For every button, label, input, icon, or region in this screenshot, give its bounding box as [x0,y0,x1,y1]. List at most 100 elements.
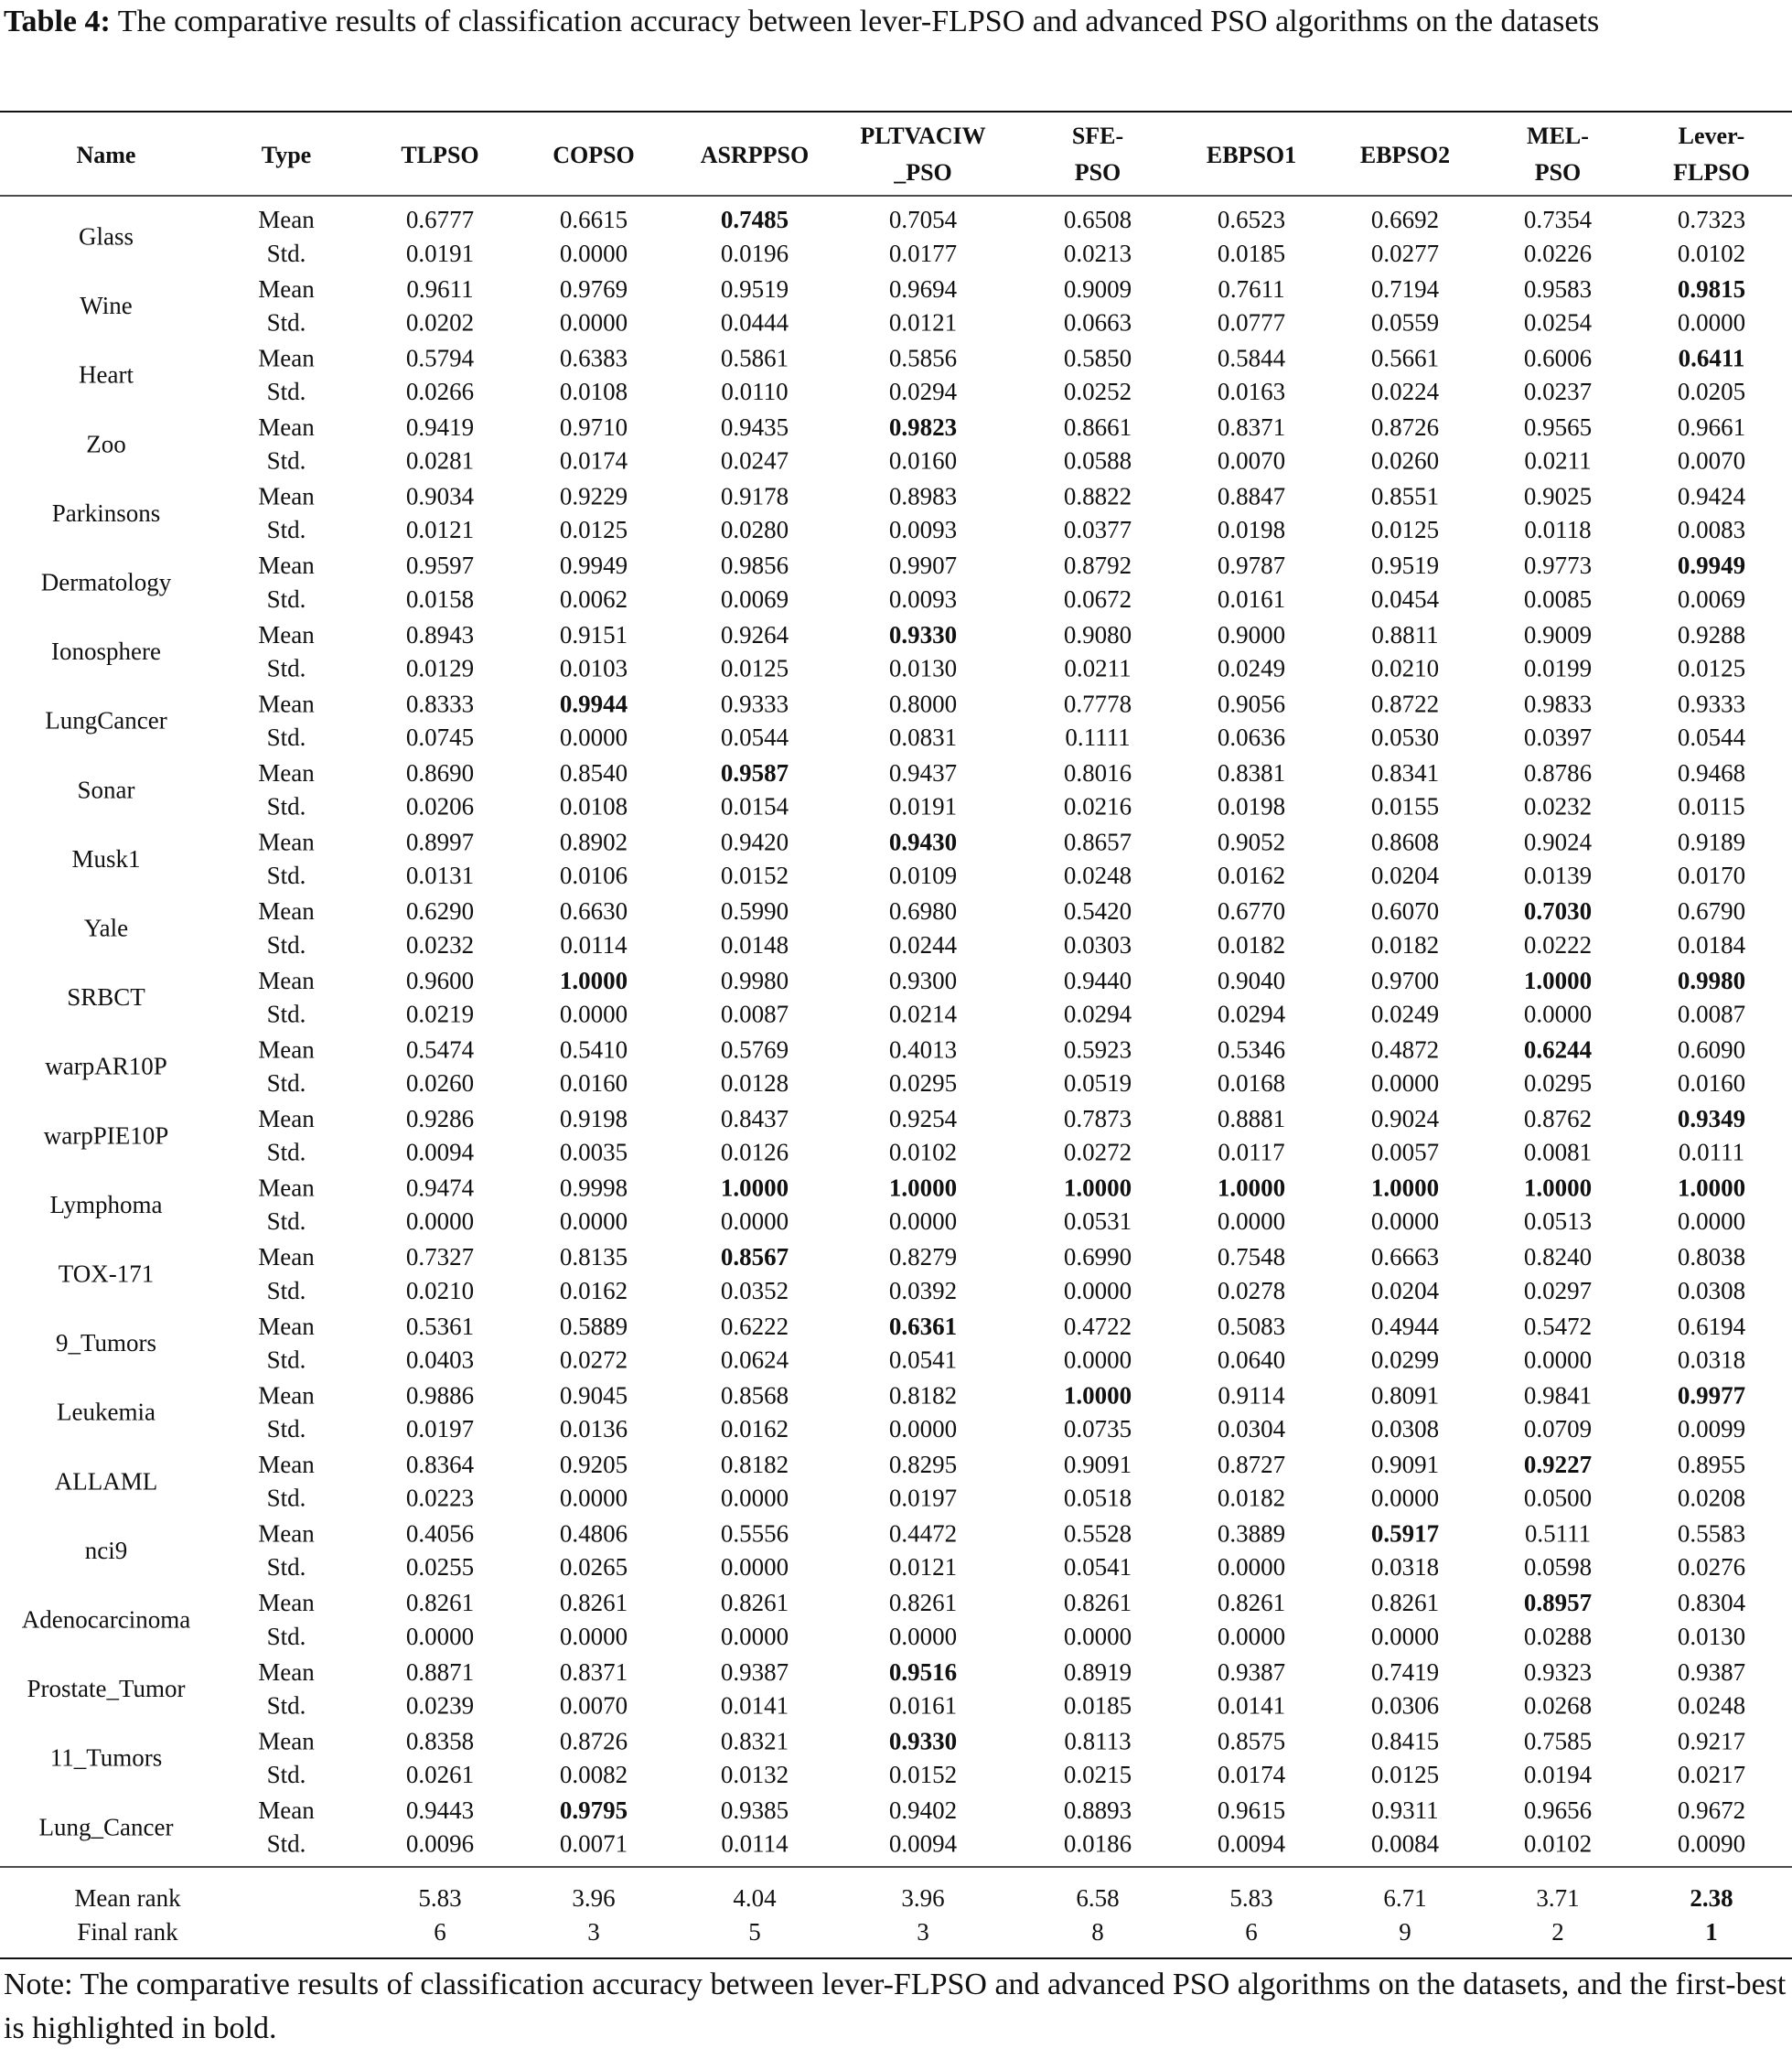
stat-type: Std. [267,1207,306,1235]
value-cell: 0.8381 [1218,759,1285,787]
summary-cell: 4.04 [733,1884,777,1912]
value-cell: 0.8182 [721,1451,789,1478]
value-cell: 0.9769 [560,275,628,303]
dataset-name: SRBCT [67,983,145,1011]
value-cell: 0.9189 [1678,829,1745,856]
stat-type: Std. [267,1691,306,1719]
value-cell: 0.0096 [406,1830,474,1858]
value-cell: 0.8567 [721,1243,789,1271]
value-cell: 0.0114 [721,1830,789,1858]
header-cell: FLPSO [1673,159,1750,186]
value-cell: 0.0191 [406,240,474,267]
value-cell: 0.8279 [889,1243,957,1271]
value-cell: 0.0000 [1218,1207,1285,1235]
value-cell: 0.0087 [721,1000,789,1027]
value-cell: 0.0109 [889,862,957,889]
value-cell: 0.0531 [1064,1207,1132,1235]
value-cell: 0.0288 [1524,1623,1592,1650]
value-cell: 0.9311 [1371,1796,1438,1824]
value-cell: 0.0094 [1218,1830,1286,1858]
value-cell: 0.0204 [1371,1277,1440,1304]
value-cell: 0.0232 [406,931,474,959]
header-cell: Name [77,142,136,168]
value-cell: 0.8182 [889,1381,957,1409]
value-cell: 0.0444 [721,308,789,336]
value-cell: 0.8997 [406,829,474,856]
value-cell: 0.6630 [560,897,628,925]
value-cell: 0.0308 [1678,1277,1745,1304]
value-cell: 0.7054 [889,206,958,233]
value-cell: 0.0392 [889,1277,957,1304]
value-cell: 0.0168 [1218,1069,1285,1097]
value-cell: 0.9387 [721,1658,789,1686]
stat-type: Mean [258,759,315,787]
value-cell: 0.9045 [560,1381,628,1409]
value-cell: 0.0294 [889,378,958,405]
value-cell: 0.6290 [406,897,474,925]
value-cell: 0.0217 [1678,1761,1745,1788]
value-cell: 0.8295 [889,1451,957,1478]
value-cell: 0.0161 [889,1691,957,1719]
value-cell: 0.0198 [1218,516,1285,543]
value-cell: 0.5917 [1371,1520,1439,1548]
value-cell: 0.0152 [889,1761,957,1788]
value-cell: 0.8240 [1524,1243,1592,1271]
value-cell: 0.0397 [1524,724,1592,751]
value-cell: 0.0248 [1064,862,1132,889]
value-cell: 0.9330 [889,1727,957,1754]
stat-type: Mean [258,1035,315,1063]
value-cell: 0.0162 [560,1277,628,1304]
value-cell: 0.0070 [1218,447,1285,475]
value-cell: 0.0103 [560,654,628,681]
value-cell: 0.9773 [1524,552,1592,579]
caption-text: The comparative results of classificatio… [117,5,1600,38]
value-cell: 0.7030 [1524,897,1592,925]
value-cell: 0.5528 [1064,1520,1132,1548]
value-cell: 0.0210 [406,1277,474,1304]
value-cell: 0.9024 [1371,1105,1440,1132]
value-cell: 0.0161 [1218,585,1285,613]
value-cell: 0.7419 [1371,1658,1439,1686]
value-cell: 0.0085 [1524,585,1592,613]
value-cell: 0.0299 [1371,1346,1439,1373]
stat-type: Mean [258,1313,315,1340]
value-cell: 0.8358 [406,1727,474,1754]
value-cell: 0.9980 [721,967,789,994]
value-cell: 0.0121 [406,516,474,543]
stat-type: Std. [267,931,306,959]
value-cell: 0.9227 [1524,1451,1592,1478]
value-cell: 0.0500 [1524,1485,1592,1512]
header-cell: PSO [1535,159,1582,186]
value-cell: 0.0224 [1371,378,1440,405]
value-cell: 0.9587 [721,759,789,787]
value-cell: 0.0094 [406,1139,475,1166]
stat-type: Std. [267,1485,306,1512]
value-cell: 0.7323 [1678,206,1745,233]
value-cell: 0.9656 [1524,1796,1592,1824]
value-cell: 0.5556 [721,1520,789,1548]
value-cell: 0.0070 [1678,447,1745,475]
value-cell: 0.0141 [721,1691,789,1719]
value-cell: 0.9323 [1524,1658,1592,1686]
value-cell: 0.0158 [406,585,474,613]
header-cell: ASRPPSO [701,142,809,168]
value-cell: 0.7548 [1218,1243,1285,1271]
value-cell: 0.8341 [1371,759,1439,787]
value-cell: 0.0152 [721,862,789,889]
value-cell: 0.9080 [1064,621,1132,649]
value-cell: 0.0265 [560,1553,628,1581]
value-cell: 0.6411 [1679,344,1745,371]
value-cell: 1.0000 [1064,1174,1132,1202]
value-cell: 0.9694 [889,275,958,303]
dataset-name: Adenocarcinoma [22,1606,190,1634]
header-cell: Type [262,142,311,168]
summary-cell: 6.71 [1383,1884,1426,1912]
value-cell: 0.0093 [889,516,957,543]
value-cell: 0.7485 [721,206,789,233]
summary-cell: 3.96 [572,1884,615,1912]
value-cell: 0.0519 [1064,1069,1132,1097]
value-cell: 0.8608 [1371,829,1439,856]
dataset-name: nci9 [85,1537,128,1564]
value-cell: 0.0000 [721,1485,789,1512]
value-cell: 0.5769 [721,1035,789,1063]
